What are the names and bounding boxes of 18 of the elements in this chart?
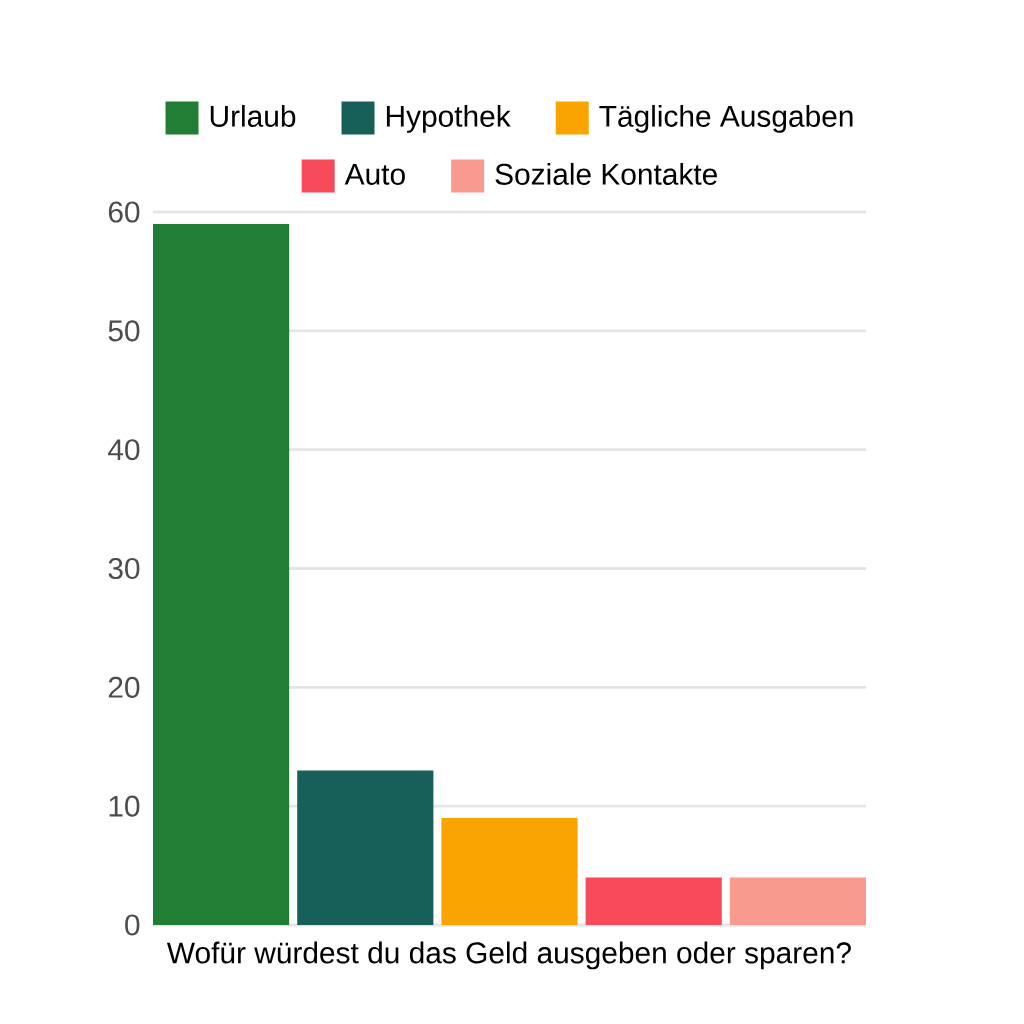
y-tick-label: 30 [108, 557, 140, 580]
legend-label: Tägliche Ausgaben [599, 104, 853, 133]
y-tick-label: 20 [108, 676, 140, 698]
legend-label: Auto [344, 164, 405, 185]
y-tick-label: 40 [108, 439, 140, 461]
bar [297, 770, 434, 925]
bar [585, 877, 722, 925]
y-tick-label: 10 [109, 795, 140, 817]
y-tick-label: 50 [108, 320, 140, 342]
y-tick-label: 60 [108, 201, 140, 223]
bar [729, 877, 867, 925]
legend-label: Soziale Kontakte [495, 162, 717, 185]
legend-label: Hypothek [386, 104, 511, 133]
x-axis-title: Wofür würdest du das Geld ausgeben oder sparen? [166, 941, 851, 970]
legend-label: Urlaub [210, 104, 296, 127]
bar [153, 223, 290, 925]
y-tick-label: 0 [125, 914, 140, 936]
bar [441, 818, 578, 925]
